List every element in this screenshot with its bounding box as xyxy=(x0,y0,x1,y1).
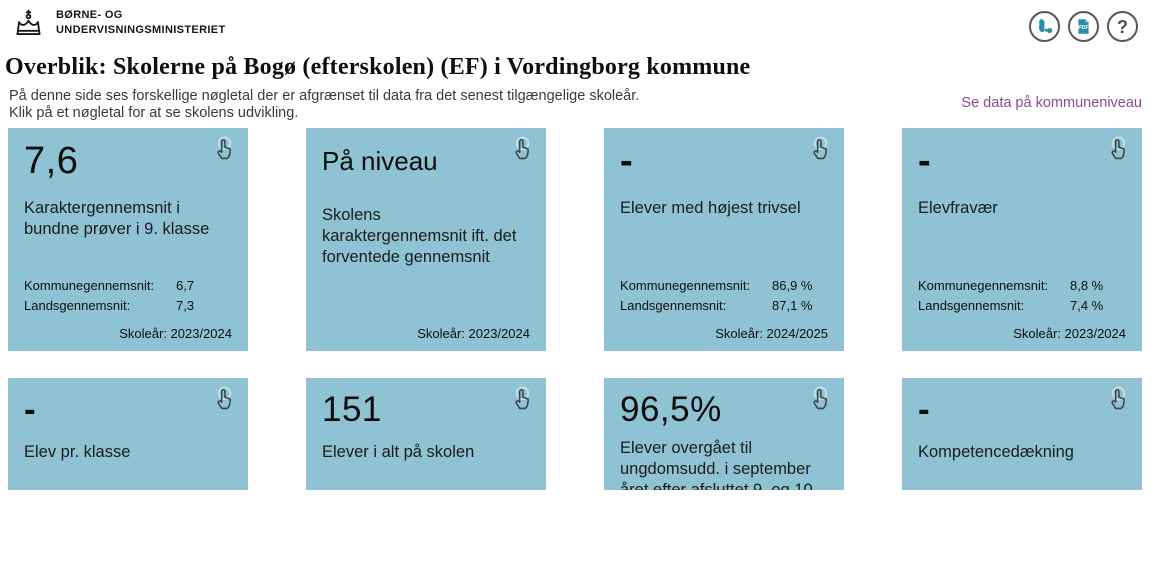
intro-text: På denne side ses forskellige nøgletal d… xyxy=(9,88,639,121)
stat-label: Landsgennemsnit: xyxy=(620,298,727,313)
help-button[interactable]: ? xyxy=(1107,11,1138,42)
kpi-title: Skolens karaktergennemsnit ift. det forv… xyxy=(322,206,517,266)
ministry-name: BØRNE- OG UNDERVISNINGSMINISTERIET xyxy=(56,9,226,36)
kpi-title: Elevfravær xyxy=(918,199,998,217)
kpi-card-trivsel[interactable]: - Elever med højest trivsel Kommunegenne… xyxy=(604,128,844,351)
stat-row: Kommunegennemsnit: 8,8 % xyxy=(918,276,1126,296)
kpi-card-ungdomsuddannelse[interactable]: 96,5% Elever overgået til ungdomsudd. i … xyxy=(604,378,844,490)
stat-row: Kommunegennemsnit: 6,7 xyxy=(24,276,232,296)
kpi-value: - xyxy=(24,390,37,429)
kpi-card-karaktergennemsnit[interactable]: 7,6 Karaktergennemsnit i bundne prøver i… xyxy=(8,128,248,351)
stat-label: Landsgennemsnit: xyxy=(24,298,131,313)
intro-line-1: På denne side ses forskellige nøgletal d… xyxy=(9,88,640,104)
kpi-value: 96,5% xyxy=(620,390,722,429)
stat-value: 86,9 % xyxy=(772,278,813,293)
svg-text:PDF: PDF xyxy=(1078,25,1088,31)
kpi-card-karakter-forventet[interactable]: På niveau Skolens karaktergennemsnit ift… xyxy=(306,128,546,351)
kommune-level-link[interactable]: Se data på kommuneniveau xyxy=(961,95,1142,111)
kpi-stats: Kommunegennemsnit: 6,7 Landsgennemsnit: … xyxy=(24,276,232,316)
kpi-school-year: Skoleår: 2023/2024 xyxy=(1013,326,1126,341)
stat-label: Landsgennemsnit: xyxy=(918,298,1025,313)
ministry-logo[interactable]: BØRNE- OG UNDERVISNINGSMINISTERIET xyxy=(10,6,226,40)
stat-row: Landsgennemsnit: 7,3 xyxy=(24,296,232,316)
kpi-title: Kompetencedækning xyxy=(918,443,1074,461)
stat-value: 7,3 xyxy=(176,298,195,313)
kpi-value: 7,6 xyxy=(24,140,79,182)
kpi-school-year: Skoleår: 2024/2025 xyxy=(715,326,828,341)
kpi-value: - xyxy=(918,140,932,182)
kpi-value: - xyxy=(918,390,931,429)
crown-icon xyxy=(10,6,47,40)
intro-line-2: Klik på et nøgletal for at se skolens ud… xyxy=(9,104,299,121)
stat-value: 8,8 % xyxy=(1070,278,1104,293)
kpi-title: Elever i alt på skolen xyxy=(322,443,475,461)
stat-label: Kommunegennemsnit: xyxy=(620,278,751,293)
kpi-title: Elever med højest trivsel xyxy=(620,199,801,217)
kpi-card-elev-pr-klasse[interactable]: - Elev pr. klasse xyxy=(8,378,248,490)
page-title: Overblik: Skolerne på Bogø (efterskolen)… xyxy=(5,54,751,80)
pdf-icon: PDF xyxy=(1075,18,1092,35)
kpi-title: Elever overgået til ungdomsudd. i septem… xyxy=(620,439,818,490)
kpi-value: 151 xyxy=(322,390,382,429)
kpi-title: Karaktergennemsnit i bundne prøver i 9. … xyxy=(24,199,210,238)
kpi-value: - xyxy=(620,140,634,182)
kpi-title: Elev pr. klasse xyxy=(24,443,131,461)
denmark-map-icon xyxy=(1036,18,1054,36)
kpi-stats: Kommunegennemsnit: 86,9 % Landsgennemsni… xyxy=(620,276,828,316)
stat-value: 7,4 % xyxy=(1070,298,1104,313)
kpi-school-year: Skoleår: 2023/2024 xyxy=(417,326,530,341)
stat-row: Landsgennemsnit: 7,4 % xyxy=(918,296,1126,316)
stat-label: Kommunegennemsnit: xyxy=(918,278,1049,293)
pdf-button[interactable]: PDF xyxy=(1068,11,1099,42)
stat-value: 87,1 % xyxy=(772,298,813,313)
header-toolbar: PDF ? xyxy=(1029,11,1138,42)
kpi-card-kompetencedaekning[interactable]: - Kompetencedækning xyxy=(902,378,1142,490)
map-button[interactable] xyxy=(1029,11,1060,42)
question-mark-icon: ? xyxy=(1117,16,1128,37)
kpi-card-grid: 7,6 Karaktergennemsnit i bundne prøver i… xyxy=(8,128,1142,490)
stat-row: Kommunegennemsnit: 86,9 % xyxy=(620,276,828,296)
stat-label: Kommunegennemsnit: xyxy=(24,278,155,293)
kpi-card-elevfravaer[interactable]: - Elevfravær Kommunegennemsnit: 8,8 % La… xyxy=(902,128,1142,351)
stat-row: Landsgennemsnit: 87,1 % xyxy=(620,296,828,316)
kpi-school-year: Skoleår: 2023/2024 xyxy=(119,326,232,341)
kpi-card-elever-i-alt[interactable]: 151 Elever i alt på skolen xyxy=(306,378,546,490)
kpi-value: På niveau xyxy=(322,146,438,176)
stat-value: 6,7 xyxy=(176,278,195,293)
kpi-stats: Kommunegennemsnit: 8,8 % Landsgennemsnit… xyxy=(918,276,1126,316)
